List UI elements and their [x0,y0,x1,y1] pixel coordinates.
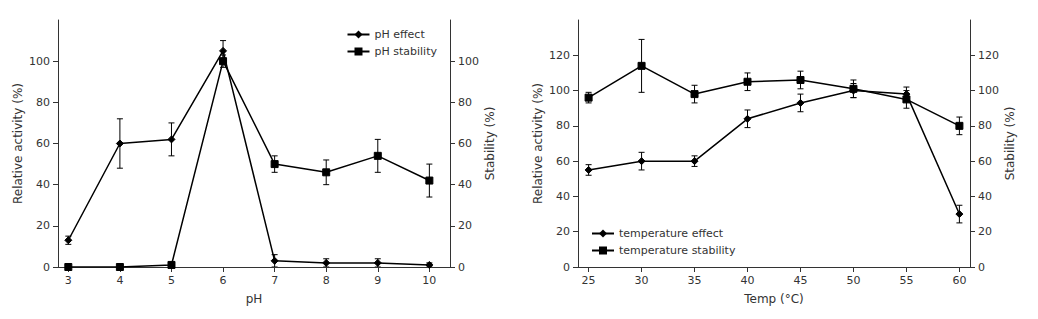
svg-text:20: 20 [458,219,472,232]
svg-text:80: 80 [556,119,570,132]
svg-text:60: 60 [458,137,472,150]
svg-text:55: 55 [899,274,913,287]
svg-text:Stability (%): Stability (%) [483,107,497,181]
svg-text:temperature effect: temperature effect [619,227,724,240]
svg-text:10: 10 [422,274,436,287]
svg-text:120: 120 [549,49,570,62]
svg-text:40: 40 [36,178,50,191]
svg-text:0: 0 [43,261,50,274]
svg-text:60: 60 [556,155,570,168]
svg-text:100: 100 [29,55,50,68]
svg-text:100: 100 [458,55,479,68]
svg-text:pH stability: pH stability [374,45,437,58]
svg-text:Stability (%): Stability (%) [1003,107,1017,181]
svg-text:35: 35 [688,274,702,287]
svg-text:4: 4 [116,274,123,287]
svg-text:120: 120 [978,49,999,62]
svg-text:6: 6 [220,274,227,287]
svg-text:temperature stability: temperature stability [619,244,736,257]
svg-text:80: 80 [458,96,472,109]
svg-text:30: 30 [635,274,649,287]
svg-text:25: 25 [582,274,596,287]
svg-text:40: 40 [741,274,755,287]
svg-text:20: 20 [36,219,50,232]
svg-text:40: 40 [458,178,472,191]
svg-text:50: 50 [846,274,860,287]
svg-text:8: 8 [323,274,330,287]
svg-text:80: 80 [36,96,50,109]
svg-text:3: 3 [65,274,72,287]
svg-text:0: 0 [458,261,465,274]
svg-text:40: 40 [556,190,570,203]
svg-text:20: 20 [978,225,992,238]
svg-text:5: 5 [168,274,175,287]
svg-text:9: 9 [374,274,381,287]
svg-text:Temp (°C): Temp (°C) [743,292,804,306]
svg-text:60: 60 [978,155,992,168]
svg-text:40: 40 [978,190,992,203]
svg-text:Relative activity (%): Relative activity (%) [531,83,545,204]
svg-text:Relative activity (%): Relative activity (%) [11,83,25,204]
svg-text:45: 45 [793,274,807,287]
svg-text:pH effect: pH effect [374,28,425,41]
svg-text:100: 100 [549,84,570,97]
svg-text:60: 60 [36,137,50,150]
svg-text:20: 20 [556,225,570,238]
svg-text:0: 0 [978,261,985,274]
svg-text:pH: pH [246,292,263,306]
svg-text:100: 100 [978,84,999,97]
svg-text:60: 60 [952,274,966,287]
svg-text:80: 80 [978,119,992,132]
svg-text:0: 0 [563,261,570,274]
svg-text:7: 7 [271,274,278,287]
